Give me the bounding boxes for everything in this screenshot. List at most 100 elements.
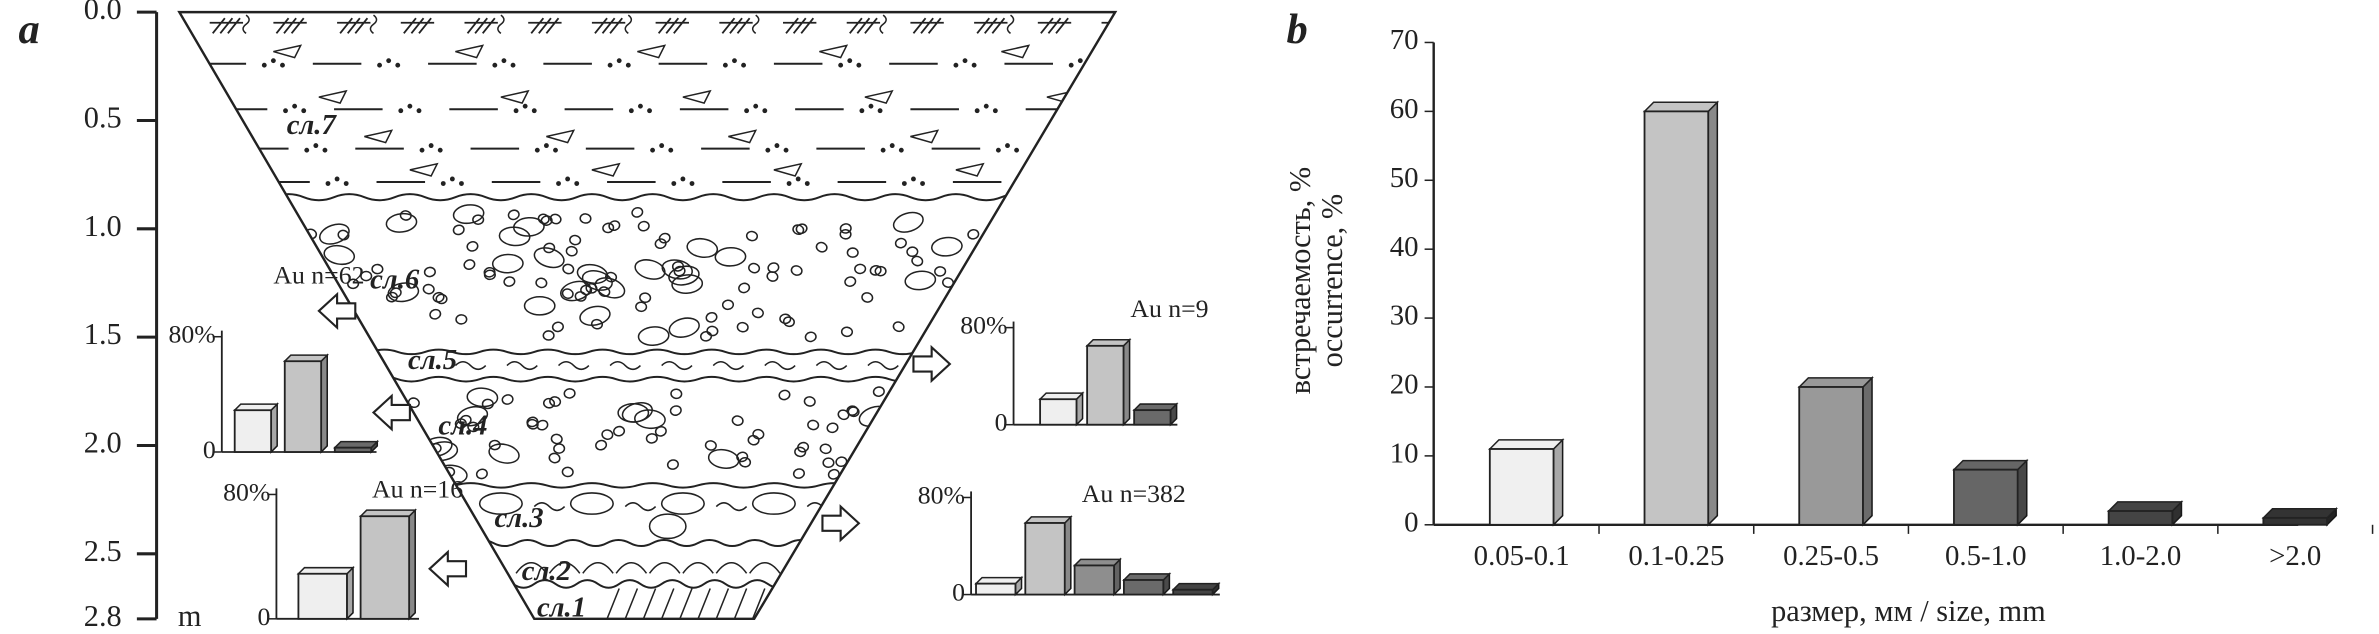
pebble <box>456 405 489 427</box>
bar <box>1133 409 1172 426</box>
dot <box>847 58 853 64</box>
pebble <box>854 263 867 275</box>
y-tick-label: 80% <box>169 320 216 349</box>
pebble <box>323 244 356 266</box>
layer-label: сл.6 <box>370 264 420 296</box>
panel-label: b <box>1287 6 1308 53</box>
pebble <box>601 429 614 440</box>
dot <box>625 62 631 68</box>
pebble <box>347 278 360 290</box>
y-tick-label: 80% <box>223 477 270 506</box>
dot <box>313 143 319 149</box>
pebble <box>432 291 445 303</box>
clast <box>1001 44 1031 59</box>
pebble <box>551 321 564 333</box>
pebble <box>488 443 520 464</box>
layer-label: сл.3 <box>495 502 544 534</box>
pebble <box>488 439 501 451</box>
pebble <box>792 468 805 479</box>
dot <box>1005 143 1010 149</box>
dot <box>292 103 298 109</box>
dot <box>1111 147 1116 153</box>
soil-symbol <box>879 14 887 34</box>
pebble <box>752 428 765 440</box>
dot <box>983 103 989 109</box>
pebble <box>668 317 700 338</box>
dot <box>419 147 425 153</box>
y-tick-label: 20 <box>1390 369 1419 401</box>
bar <box>333 446 373 453</box>
pebble <box>598 286 611 298</box>
pebble <box>452 224 465 236</box>
pebble <box>700 331 713 342</box>
pebble <box>526 416 539 428</box>
arrow <box>317 291 357 331</box>
pebble <box>569 492 614 515</box>
dot <box>416 108 422 114</box>
clast <box>455 44 485 59</box>
dot <box>765 147 771 153</box>
pebble <box>360 270 373 282</box>
dot <box>534 147 540 153</box>
pebble <box>767 262 780 274</box>
y-tick-label: 70 <box>1390 24 1419 56</box>
soil-symbol <box>591 17 626 34</box>
tilde <box>533 502 566 512</box>
dot <box>762 108 768 114</box>
dot <box>501 58 507 64</box>
pebble <box>563 388 576 399</box>
pebble <box>549 396 562 407</box>
bar <box>297 572 348 620</box>
pebble <box>792 224 805 236</box>
bar <box>1122 579 1165 596</box>
chart-title: Au n=62 <box>273 260 364 289</box>
y-tick-label: 2.0 <box>84 425 122 459</box>
y-tick-label: 40 <box>1390 231 1419 263</box>
pebble <box>747 434 760 446</box>
dot <box>1035 181 1041 186</box>
dot <box>522 103 528 109</box>
tilde <box>454 360 487 371</box>
tilde <box>506 360 538 371</box>
clast <box>364 129 394 144</box>
bar <box>283 360 323 453</box>
bar <box>1039 398 1078 426</box>
y-tick-label: 0 <box>1404 506 1418 538</box>
pebble <box>536 419 549 431</box>
pebble <box>491 253 524 274</box>
pebble <box>635 301 648 313</box>
pebble <box>826 422 839 434</box>
pebble <box>466 387 499 408</box>
dot <box>671 181 677 186</box>
bar <box>975 582 1017 596</box>
dot <box>638 103 643 109</box>
pebble <box>503 276 516 287</box>
pebble <box>639 292 652 304</box>
pebble <box>429 308 442 320</box>
dot <box>1014 147 1020 153</box>
dot <box>804 181 810 186</box>
x-tick-label: 1.0-2.0 <box>2100 540 2182 572</box>
bar-side <box>1552 438 1564 527</box>
dot <box>543 143 549 149</box>
section-outline <box>177 10 1118 621</box>
pebble <box>452 204 485 225</box>
dot <box>953 62 959 68</box>
pebble <box>645 433 658 444</box>
dot <box>911 176 916 182</box>
clast <box>318 89 348 105</box>
pebble <box>671 261 685 272</box>
dot <box>322 147 328 153</box>
dot <box>889 143 895 149</box>
clast <box>637 44 667 59</box>
dot <box>880 147 886 153</box>
pebble <box>654 238 667 249</box>
pebble <box>807 419 820 431</box>
pebble <box>707 448 740 469</box>
dot <box>744 108 750 114</box>
y-tick-label: 2.8 <box>84 599 122 633</box>
pebble <box>561 466 574 478</box>
arc <box>515 561 548 574</box>
hatch <box>770 588 784 619</box>
pebble <box>738 282 751 294</box>
